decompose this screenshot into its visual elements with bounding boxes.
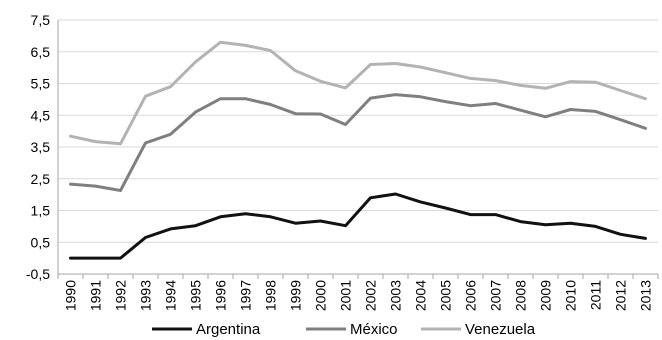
y-tick-label: 1,5 bbox=[31, 203, 51, 219]
x-tick-label: 2011 bbox=[588, 280, 604, 310]
series-line-méxico bbox=[69, 93, 647, 192]
x-tick-label: 1994 bbox=[163, 280, 179, 311]
legend-label: México bbox=[350, 321, 398, 338]
x-tick-label: 1997 bbox=[238, 280, 254, 311]
y-axis-ticks: 7,5 6,5 5,5 4,5 3,5 2,5 1,5 0,5 -0,5 bbox=[26, 12, 50, 282]
x-tick-label: 1995 bbox=[188, 280, 204, 311]
x-tick-label: 2002 bbox=[363, 280, 379, 311]
y-tick-label: 6,5 bbox=[31, 44, 51, 60]
x-tick-label: 2008 bbox=[513, 280, 529, 311]
x-tick-label: 1996 bbox=[213, 280, 229, 311]
y-tick-label: 0,5 bbox=[31, 234, 51, 250]
y-tick-label: 4,5 bbox=[31, 107, 51, 123]
y-tick-label: 7,5 bbox=[31, 12, 51, 28]
legend-label: Argentina bbox=[196, 321, 261, 338]
x-tick-label: 2004 bbox=[413, 280, 429, 311]
x-tick-label: 2012 bbox=[613, 280, 629, 311]
x-tick-label: 2003 bbox=[388, 280, 404, 311]
x-tick-label: 1991 bbox=[88, 280, 104, 311]
x-tick-label: 1998 bbox=[263, 280, 279, 311]
x-tick-label: 2013 bbox=[638, 280, 654, 311]
x-tick-label: 2009 bbox=[538, 280, 554, 311]
x-tick-label: 2007 bbox=[488, 280, 504, 311]
series-lines bbox=[69, 40, 647, 260]
axes bbox=[57, 20, 659, 279]
series-line-venezuela bbox=[69, 40, 647, 146]
x-tick-label: 1993 bbox=[138, 280, 154, 311]
x-tick-label: 1992 bbox=[113, 280, 129, 311]
legend: Argentina México Venezuela bbox=[152, 321, 536, 338]
x-tick-label: 2001 bbox=[338, 280, 354, 311]
y-tick-label: 3,5 bbox=[31, 139, 51, 155]
x-tick-label: 2006 bbox=[463, 280, 479, 311]
y-tick-label: 2,5 bbox=[31, 171, 51, 187]
x-tick-label: 2010 bbox=[563, 280, 579, 311]
x-tick-label: 2000 bbox=[313, 280, 329, 311]
y-tick-label: 5,5 bbox=[31, 76, 51, 92]
series-line-argentina bbox=[69, 192, 647, 260]
x-tick-label: 2005 bbox=[438, 280, 454, 311]
legend-label: Venezuela bbox=[465, 321, 536, 338]
x-tick-label: 1990 bbox=[63, 280, 79, 311]
x-axis-ticks: 1990 1991 1992 1993 1994 1995 1996 1997 1998 1999… bbox=[63, 280, 654, 311]
x-tick-label: 1999 bbox=[288, 280, 304, 311]
y-tick-label: -0,5 bbox=[26, 266, 50, 282]
